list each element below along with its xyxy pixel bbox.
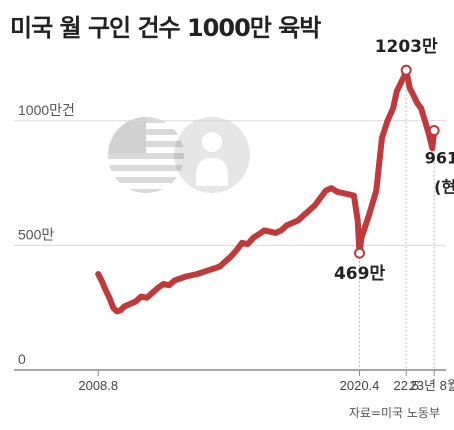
annotation-markers — [354, 64, 440, 259]
person-icon — [174, 117, 250, 193]
annotation-marker — [354, 247, 366, 259]
annotation-label: 469만 — [334, 264, 385, 284]
x-tick-label: 23년 8월 — [410, 378, 454, 393]
x-tick-label: 2020.4 — [340, 378, 380, 393]
annotation-labels: 469만 1203만 961만건 (현재) — [334, 37, 454, 284]
x-tick-label: 2008.8 — [78, 378, 118, 393]
us-flag-icon — [108, 117, 184, 193]
x-tick-label: 22.5 — [394, 378, 419, 393]
chart-title: 미국 월 구인 건수 1000만 육박 — [10, 14, 321, 42]
annotation-marker — [428, 124, 440, 136]
y-tick-label: 0 — [18, 351, 26, 367]
job-openings-series-line — [95, 67, 438, 315]
annotation-guides — [359, 70, 435, 370]
annotation-marker — [400, 64, 412, 76]
y-axis-labels: 0 500만 1000만건 — [18, 102, 75, 367]
y-tick-label: 1000만건 — [18, 102, 75, 118]
source-note: 자료=미국 노동부 — [348, 406, 440, 420]
annotation-label: 961만건 — [425, 148, 454, 167]
grid-lines — [14, 120, 446, 246]
annotation-label: (현재) — [434, 177, 454, 196]
y-tick-label: 500만 — [18, 226, 54, 242]
annotation-label: 1203만 — [375, 37, 438, 57]
